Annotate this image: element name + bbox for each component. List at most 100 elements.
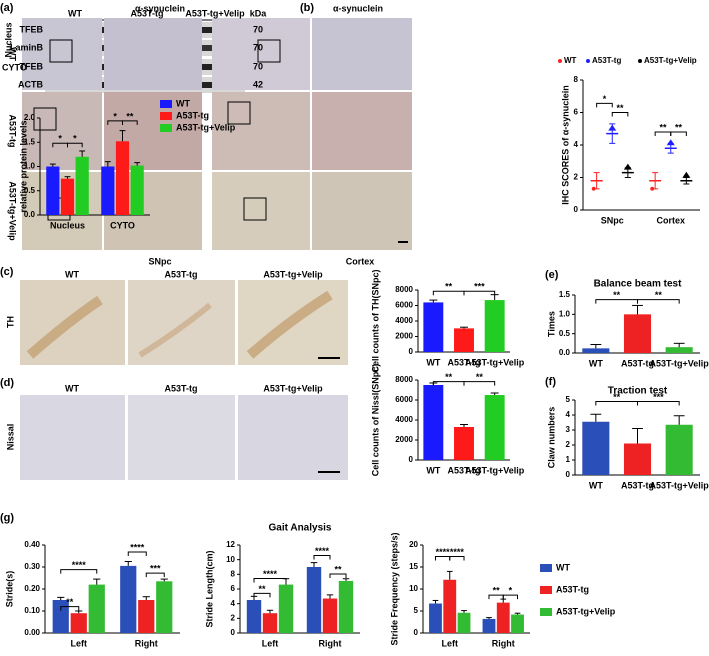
bar (496, 602, 510, 633)
significance-bracket (432, 290, 465, 296)
x-tick-label: Left (262, 638, 279, 648)
y-axis-label: Stride Frequency (steps/s) (389, 532, 399, 645)
legend-symbol (638, 59, 642, 63)
bar (278, 584, 294, 633)
significance-bracket (329, 573, 347, 579)
stain-label: TH (5, 316, 15, 328)
significance-bracket (449, 555, 465, 561)
significance-label: **** (263, 569, 278, 579)
y-tick-label: 0.30 (24, 562, 40, 571)
y-tick-label: 0 (409, 347, 414, 356)
legend-label: A53T-tg+Velip (176, 122, 236, 132)
data-point (623, 163, 632, 170)
panel-label: (e) (545, 269, 559, 281)
bar (484, 300, 505, 352)
blot-group: A53T-tg+Velip (185, 8, 245, 18)
y-tick-label: 6000 (395, 301, 413, 310)
legend-label: A53T-tg (556, 584, 589, 594)
y-tick-label: 0 (566, 470, 571, 479)
th-column: A53T-tg (164, 269, 197, 279)
significance-bracket (463, 381, 496, 386)
significance-bracket (253, 592, 271, 598)
bar (88, 584, 105, 633)
significance-bracket (67, 142, 83, 148)
x-tick-label: WT (426, 357, 440, 367)
y-tick-label: 2.0 (24, 113, 36, 122)
y-tick-label: 0.0 (559, 348, 571, 357)
panel-label: (b) (300, 2, 314, 14)
bar (423, 302, 444, 352)
nissl-images (20, 395, 348, 480)
chart-title: Gait Analysis (269, 523, 332, 534)
y-tick-label: 5 (414, 606, 419, 615)
bar (623, 443, 652, 475)
y-axis-label: Cell counts of Nissl(SNpc) (370, 364, 380, 477)
significance-label: ** (334, 564, 342, 574)
bar (454, 427, 474, 460)
chart-title: Traction test (608, 386, 668, 397)
significance-label: ** (675, 122, 683, 132)
x-tick-label: WT (589, 480, 603, 490)
significance-label: * (603, 94, 607, 104)
y-tick-label: 1.5 (559, 290, 571, 299)
y-axis-label: IHC SCORES of α-synuclein (560, 85, 570, 205)
y-tick-label: 0.20 (24, 584, 40, 593)
significance-label: ** (66, 597, 74, 607)
y-tick-label: 0.5 (24, 186, 36, 195)
legend-swatch (160, 112, 172, 120)
significance-bracket (127, 551, 147, 557)
panel-label: (a) (0, 2, 14, 14)
y-tick-label: 1 (566, 455, 571, 464)
y-tick-label: 5 (566, 395, 571, 404)
y-tick-label: 1.0 (24, 162, 36, 171)
bar (623, 314, 652, 353)
bar (156, 581, 173, 633)
blot-row-label: ACTB (18, 79, 43, 89)
y-tick-label: 0 (409, 455, 414, 464)
blot-kda: 42 (253, 79, 263, 89)
y-axis-label: Stride(s) (4, 571, 14, 608)
ihc-region: SNpc (148, 256, 171, 266)
significance-label: * (58, 134, 62, 144)
y-tick-label: 2000 (395, 332, 413, 341)
legend-label: A53T-tg (176, 110, 209, 120)
ihc-row: WT (8, 47, 18, 61)
nissl-column: A53T-tg+Velip (263, 383, 323, 393)
ihc-row: A53T-tg+Velip (8, 181, 18, 241)
data-point (591, 186, 596, 191)
y-tick-label: 0.00 (24, 628, 40, 637)
y-tick-label: 0 (574, 205, 579, 214)
significance-label: *** (653, 392, 664, 402)
legend-label: A53T-tg+Velip (644, 56, 697, 65)
x-tick-label: A53T-tg+Velip (465, 357, 525, 367)
y-axis-label: Times (546, 311, 556, 337)
y-tick-label: 2 (574, 173, 579, 182)
y-tick-label: 15 (409, 562, 418, 571)
y-tick-label: 2 (566, 440, 571, 449)
significance-bracket (670, 131, 687, 136)
ihc-column: α-synuclein (135, 3, 185, 13)
significance-label: ** (617, 103, 625, 113)
blot-unit: kDa (250, 8, 268, 18)
y-axis-label: relative protein levels (18, 120, 28, 212)
bar (246, 600, 262, 633)
legend-swatch (160, 124, 172, 132)
y-axis-label: Stride Length(cm) (204, 550, 214, 627)
bar (52, 600, 69, 633)
significance-bracket (60, 606, 80, 611)
x-tick-label: Right (492, 638, 515, 648)
significance-label: ** (445, 282, 453, 292)
significance-label: * (509, 586, 513, 596)
significance-label: * (113, 111, 117, 121)
x-tick-label: A53T-tg+Velip (650, 358, 709, 368)
legend-label: WT (176, 98, 190, 108)
significance-label: ** (126, 111, 134, 121)
significance-label: ** (659, 122, 667, 132)
significance-label: **** (72, 560, 87, 570)
bar (665, 347, 693, 353)
bar (582, 348, 610, 353)
blot-group: A53T-tg (130, 8, 163, 18)
significance-label: * (73, 134, 77, 144)
y-tick-label: 2 (231, 613, 236, 622)
significance-label: *** (474, 282, 485, 292)
